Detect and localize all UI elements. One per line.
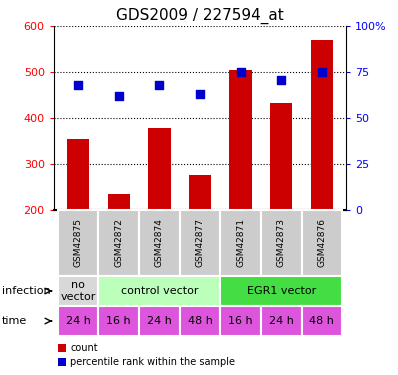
- Bar: [302, 306, 342, 336]
- Bar: [58, 276, 98, 306]
- Text: 48 h: 48 h: [310, 316, 334, 326]
- Text: control vector: control vector: [121, 286, 198, 296]
- Bar: [98, 276, 220, 306]
- Text: infection: infection: [2, 286, 51, 296]
- Text: 24 h: 24 h: [269, 316, 294, 326]
- Text: GSM42875: GSM42875: [74, 218, 83, 267]
- Bar: [107, 194, 130, 210]
- Text: no
vector: no vector: [60, 280, 96, 302]
- Text: 16 h: 16 h: [106, 316, 131, 326]
- Bar: [179, 306, 220, 336]
- Bar: [58, 210, 98, 276]
- Bar: [261, 306, 302, 336]
- Text: GSM42872: GSM42872: [114, 218, 123, 267]
- Text: time: time: [2, 316, 27, 326]
- Point: [75, 82, 81, 88]
- Bar: [220, 210, 261, 276]
- Title: GDS2009 / 227594_at: GDS2009 / 227594_at: [116, 7, 284, 24]
- Bar: [98, 306, 139, 336]
- Point: [278, 76, 285, 82]
- Text: 24 h: 24 h: [147, 316, 172, 326]
- Point: [319, 69, 325, 75]
- Bar: [189, 175, 211, 210]
- Text: 16 h: 16 h: [228, 316, 253, 326]
- Bar: [220, 276, 342, 306]
- Bar: [58, 306, 98, 336]
- Point: [238, 69, 244, 75]
- Text: GSM42877: GSM42877: [195, 218, 205, 267]
- Bar: [139, 306, 179, 336]
- Bar: [179, 210, 220, 276]
- Text: 48 h: 48 h: [187, 316, 213, 326]
- Text: EGR1 vector: EGR1 vector: [247, 286, 316, 296]
- Bar: [230, 70, 252, 210]
- Text: GSM42871: GSM42871: [236, 218, 245, 267]
- Text: GSM42876: GSM42876: [317, 218, 326, 267]
- Bar: [220, 306, 261, 336]
- Bar: [67, 139, 89, 210]
- Point: [156, 82, 162, 88]
- Bar: [270, 104, 293, 210]
- Text: 24 h: 24 h: [66, 316, 91, 326]
- Text: GSM42874: GSM42874: [155, 218, 164, 267]
- Point: [197, 91, 203, 97]
- Bar: [139, 210, 179, 276]
- Bar: [98, 210, 139, 276]
- Text: count: count: [70, 343, 98, 353]
- Bar: [302, 210, 342, 276]
- Bar: [261, 210, 302, 276]
- Bar: [311, 40, 333, 210]
- Point: [115, 93, 122, 99]
- Text: GSM42873: GSM42873: [277, 218, 286, 267]
- Text: percentile rank within the sample: percentile rank within the sample: [70, 357, 236, 367]
- Bar: [148, 128, 170, 210]
